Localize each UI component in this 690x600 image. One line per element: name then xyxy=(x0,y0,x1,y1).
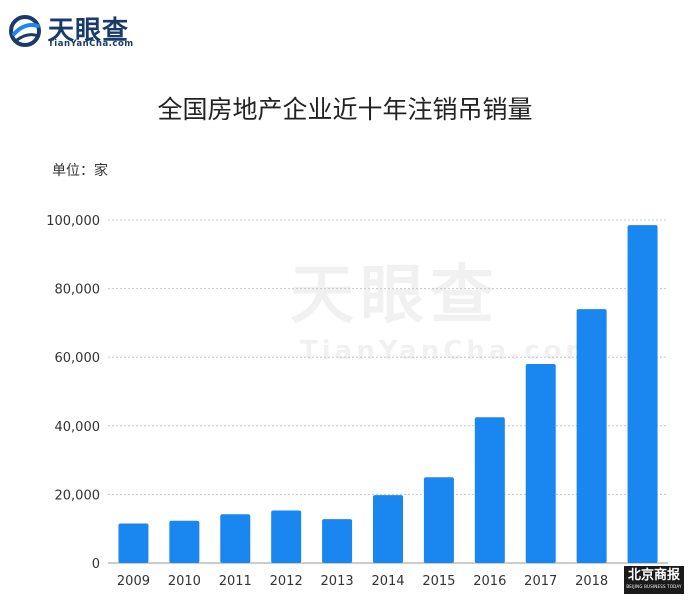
bar-2011 xyxy=(220,514,251,563)
x-tick-label: 2013 xyxy=(321,574,354,589)
chart-title: 全国房地产企业近十年注销吊销量 xyxy=(157,95,533,124)
x-tick-label: 2010 xyxy=(168,574,201,589)
x-tick-label: 2014 xyxy=(371,574,404,589)
beijing-business-today-stamp: 北京商报 BEIJING BUSINESS TODAY xyxy=(624,566,684,594)
bar-2010 xyxy=(169,520,200,563)
bar-2014 xyxy=(373,495,403,563)
x-tick-label: 2016 xyxy=(473,574,506,589)
bar-2016 xyxy=(474,417,505,563)
x-tick-label: 2012 xyxy=(270,574,303,589)
logo-name: 天眼查 xyxy=(48,16,130,46)
y-tick-label: 100,000 xyxy=(46,214,100,229)
x-tick-label: 2009 xyxy=(117,574,150,589)
bar-2012 xyxy=(271,510,302,563)
y-tick-label: 60,000 xyxy=(55,351,101,366)
y-tick-label: 0 xyxy=(92,557,100,572)
bar-2018 xyxy=(576,309,607,563)
bar-2015 xyxy=(423,477,454,563)
tianyancha-logo: 天眼查 TianYanCha.com xyxy=(8,8,168,52)
bar-2017 xyxy=(525,364,556,563)
tianyancha-logo-icon xyxy=(9,15,41,47)
x-tick-label: 2015 xyxy=(422,574,455,589)
logo-subtitle: TianYanCha.com xyxy=(48,39,134,49)
x-tick-label: 2018 xyxy=(575,574,608,589)
bar-2013 xyxy=(322,519,353,563)
y-tick-label: 40,000 xyxy=(55,420,101,435)
watermark-subtitle: TianYanCha.com xyxy=(300,336,597,366)
watermark-text: 天眼查 xyxy=(290,259,500,333)
bar-2019 xyxy=(627,225,658,563)
stamp-subtitle: BEIJING BUSINESS TODAY xyxy=(626,584,682,589)
bar-2009 xyxy=(118,523,149,563)
stamp-text: 北京商报 xyxy=(627,568,680,583)
x-tick-label: 2011 xyxy=(219,574,252,589)
y-tick-label: 80,000 xyxy=(55,283,101,298)
x-tick-label: 2017 xyxy=(524,574,557,589)
y-tick-label: 20,000 xyxy=(55,488,101,503)
unit-label: 单位：家 xyxy=(52,163,108,179)
